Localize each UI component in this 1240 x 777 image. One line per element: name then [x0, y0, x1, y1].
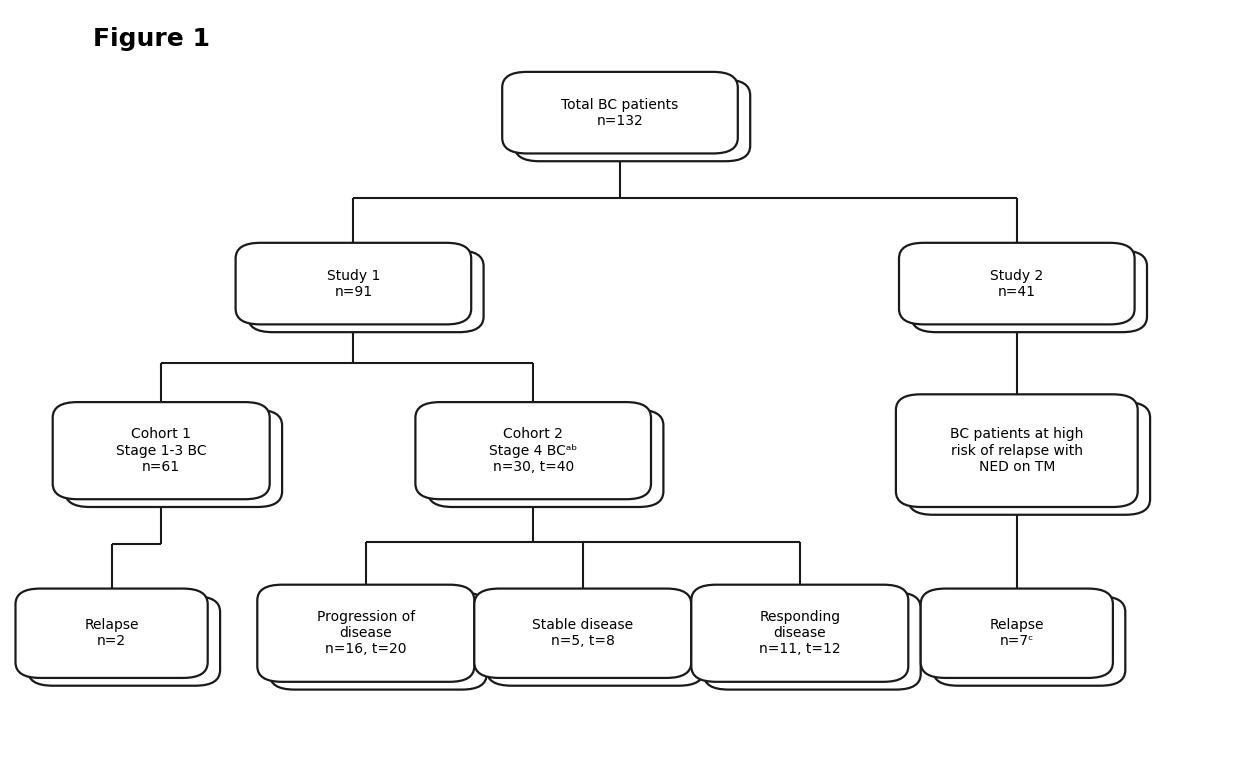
Text: Total BC patients
n=132: Total BC patients n=132 — [562, 98, 678, 127]
FancyBboxPatch shape — [474, 589, 691, 678]
FancyBboxPatch shape — [908, 402, 1149, 515]
Text: Responding
disease
n=11, t=12: Responding disease n=11, t=12 — [759, 610, 841, 657]
FancyBboxPatch shape — [911, 250, 1147, 333]
Text: Cohort 1
Stage 1-3 BC
n=61: Cohort 1 Stage 1-3 BC n=61 — [115, 427, 207, 474]
FancyBboxPatch shape — [428, 410, 663, 507]
FancyBboxPatch shape — [236, 242, 471, 325]
Text: Cohort 2
Stage 4 BCᵃᵇ
n=30, t=40: Cohort 2 Stage 4 BCᵃᵇ n=30, t=40 — [489, 427, 578, 474]
FancyBboxPatch shape — [66, 410, 283, 507]
FancyBboxPatch shape — [415, 402, 651, 500]
Text: Figure 1: Figure 1 — [93, 27, 210, 51]
Text: Progression of
disease
n=16, t=20: Progression of disease n=16, t=20 — [316, 610, 415, 657]
FancyBboxPatch shape — [270, 592, 486, 690]
FancyBboxPatch shape — [248, 250, 484, 333]
FancyBboxPatch shape — [502, 72, 738, 154]
Text: Relapse
n=7ᶜ: Relapse n=7ᶜ — [990, 618, 1044, 648]
FancyBboxPatch shape — [692, 584, 908, 682]
FancyBboxPatch shape — [704, 592, 920, 690]
FancyBboxPatch shape — [899, 242, 1135, 325]
Text: Study 1
n=91: Study 1 n=91 — [326, 269, 381, 298]
FancyBboxPatch shape — [932, 597, 1126, 686]
FancyBboxPatch shape — [895, 395, 1138, 507]
Text: BC patients at high
risk of relapse with
NED on TM: BC patients at high risk of relapse with… — [950, 427, 1084, 474]
FancyBboxPatch shape — [53, 402, 270, 500]
FancyBboxPatch shape — [920, 589, 1112, 678]
Text: Study 2
n=41: Study 2 n=41 — [991, 269, 1043, 298]
FancyBboxPatch shape — [515, 80, 750, 162]
FancyBboxPatch shape — [258, 584, 474, 682]
Text: Stable disease
n=5, t=8: Stable disease n=5, t=8 — [532, 618, 634, 648]
FancyBboxPatch shape — [15, 589, 207, 678]
FancyBboxPatch shape — [486, 597, 703, 686]
FancyBboxPatch shape — [27, 597, 221, 686]
Text: Relapse
n=2: Relapse n=2 — [84, 618, 139, 648]
